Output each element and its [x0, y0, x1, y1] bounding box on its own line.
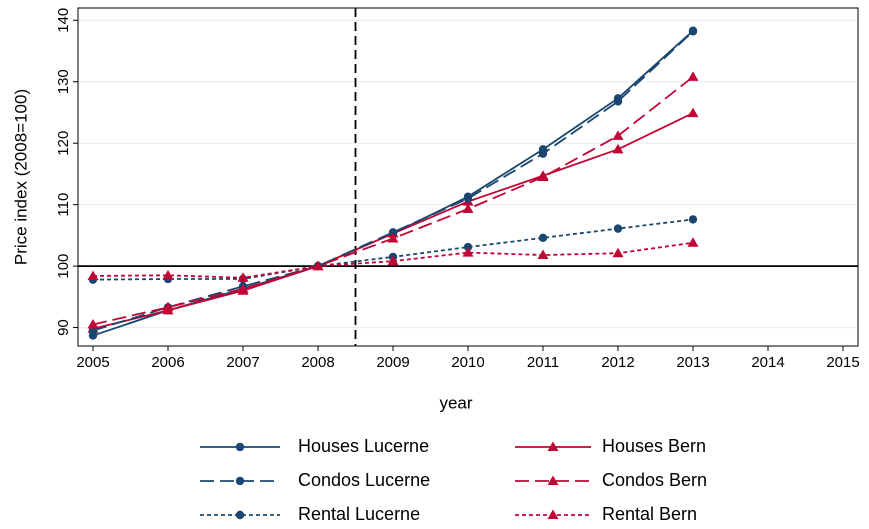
legend-label: Rental Bern: [602, 504, 697, 524]
legend-marker: [547, 475, 559, 485]
y-tick-label: 90: [55, 319, 72, 336]
marker: [237, 283, 249, 293]
legend-marker: [235, 442, 245, 452]
y-tick-label: 110: [55, 193, 72, 217]
plot-frame: [77, 7, 859, 347]
marker: [87, 318, 99, 329]
y-tick-label: 120: [55, 131, 72, 156]
legend-marker: [547, 441, 559, 451]
x-tick-label: 2008: [301, 354, 334, 371]
legend-label: Houses Lucerne: [298, 436, 429, 456]
legend-marker: [235, 476, 245, 486]
x-tick-label: 2012: [601, 354, 634, 371]
marker: [388, 228, 398, 237]
x-tick-label: 2007: [226, 354, 259, 371]
x-tick-label: 2009: [376, 354, 409, 371]
marker: [387, 255, 399, 266]
marker: [687, 107, 699, 118]
x-tick-label: 2015: [826, 354, 859, 371]
x-tick-label: 2005: [76, 354, 109, 371]
marker: [612, 130, 624, 140]
marker: [613, 97, 623, 106]
x-tick-label: 2013: [676, 354, 709, 371]
legend-marker: [235, 510, 245, 520]
marker: [538, 233, 548, 243]
legend-marker: [547, 509, 559, 519]
x-tick-label: 2011: [527, 354, 559, 371]
marker: [462, 203, 474, 213]
y-tick-label: 130: [55, 69, 72, 94]
marker: [162, 269, 174, 280]
marker: [312, 260, 324, 271]
marker: [538, 149, 548, 158]
marker: [612, 143, 624, 154]
legend-label: Rental Lucerne: [298, 504, 420, 524]
marker: [687, 237, 699, 247]
marker: [387, 232, 399, 243]
marker: [237, 272, 249, 282]
legend-label: Houses Bern: [602, 436, 706, 456]
marker: [463, 242, 473, 252]
marker: [162, 301, 174, 312]
marker: [537, 249, 549, 260]
x-tick-label: 2010: [451, 354, 484, 371]
marker: [88, 326, 98, 335]
legend-label: Condos Bern: [602, 470, 707, 490]
marker: [612, 247, 624, 258]
x-axis-title: year: [439, 393, 472, 412]
marker: [87, 270, 99, 280]
y-axis-title: Price index (2008=100): [11, 89, 30, 265]
y-tick-label: 100: [55, 254, 72, 279]
marker: [687, 71, 699, 81]
x-tick-label: 2014: [751, 354, 784, 371]
marker: [688, 27, 698, 36]
marker: [613, 224, 623, 233]
legend: Houses Lucerne Houses Bern Condos Lucerne C…: [200, 436, 707, 524]
series: [87, 237, 699, 282]
marker: [537, 171, 549, 181]
marker: [463, 194, 473, 203]
legend-label: Condos Lucerne: [298, 470, 430, 490]
y-tick-label: 140: [55, 8, 72, 33]
marker: [462, 247, 474, 257]
x-tick-label: 2006: [151, 354, 184, 371]
marker: [688, 215, 698, 224]
